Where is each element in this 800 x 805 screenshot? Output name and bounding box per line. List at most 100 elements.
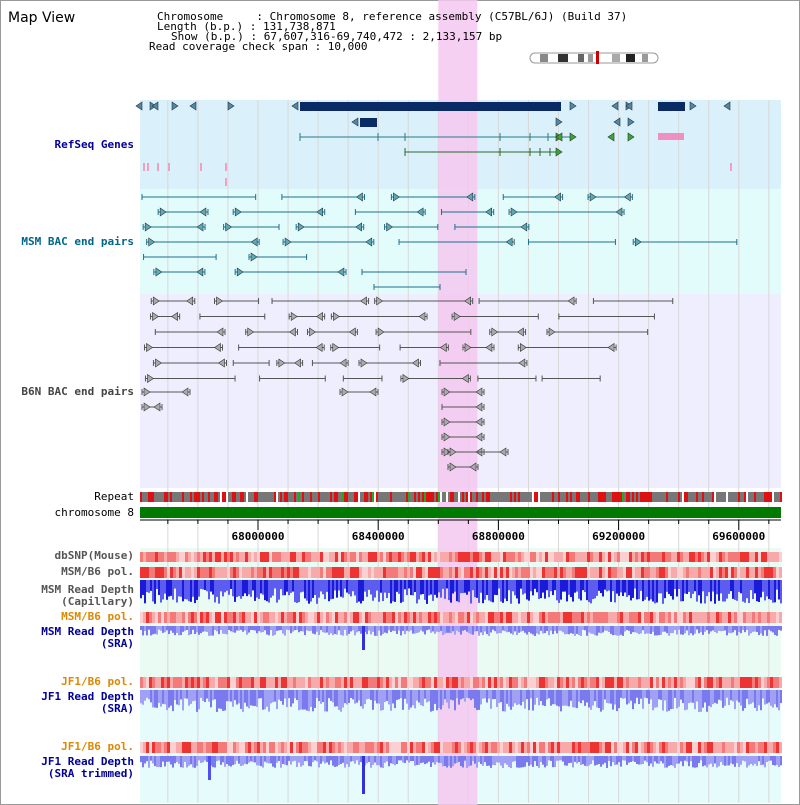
label-msm-b6-pol-1: MSM/B6 pol. — [61, 565, 134, 578]
msm-depth-cap-bar — [470, 580, 472, 604]
msm-b6-pol2-cell — [344, 612, 347, 623]
msm-depth-sra-bar — [458, 626, 460, 633]
feature-arrow — [517, 327, 524, 337]
msm-b6-pol-cell — [245, 567, 248, 578]
jf1-depth-sra-bar — [706, 690, 708, 712]
jf1-depth-trim-bar — [306, 756, 308, 762]
jf1-depth-trim-bar — [526, 756, 528, 763]
msm-depth-cap-bar — [606, 580, 608, 592]
jf1-depth-trim-bar — [584, 756, 586, 766]
msm-b6-pol-cell — [602, 567, 605, 578]
msm-b6-pol-cell — [743, 567, 746, 578]
jf1-depth-sra-bar — [744, 690, 746, 709]
msm-depth-cap-bar — [662, 580, 664, 604]
jf1-depth-sra-bar — [194, 690, 196, 701]
msm-depth-sra-bar — [520, 626, 522, 632]
jf1-depth-sra-bar — [622, 690, 624, 699]
b6n-bac-track[interactable] — [141, 296, 674, 472]
msm-bac-track[interactable] — [141, 192, 738, 290]
msm-depth-sra-bar — [744, 626, 746, 633]
msm-b6-pol-cell — [140, 567, 143, 578]
msm-b6-pol2-cell — [737, 612, 740, 623]
msm-b6-pol-cell — [578, 567, 581, 578]
label-msm-bac[interactable]: MSM BAC end pairs — [21, 235, 134, 248]
repeat-segment — [768, 492, 770, 502]
jf1-b6-pol-cell — [683, 677, 686, 688]
jf1-b6-pol2-cell — [338, 742, 341, 753]
msm-depth-sra-bar — [754, 626, 756, 632]
jf1-depth-sra-bar — [418, 690, 420, 703]
jf1-depth-sra-bar — [722, 690, 724, 708]
msm-b6-pol-cell — [524, 567, 527, 578]
jf1-depth-trim-bar — [358, 756, 360, 765]
jf1-depth-trim-bar — [532, 756, 534, 767]
refseq-genes-track[interactable] — [135, 101, 732, 186]
msm-depth-cap-bar — [482, 580, 484, 604]
jf1-depth-trim-bar — [592, 756, 594, 761]
dbsnp-cell — [320, 552, 323, 562]
label-b6n-bac[interactable]: B6N BAC end pairs — [21, 385, 134, 398]
jf1-depth-trim-bar — [468, 756, 470, 767]
msm-depth-cap-bar — [146, 580, 148, 593]
msm-b6-pol-cell — [545, 567, 548, 578]
repeat-segment — [284, 492, 286, 502]
feature-arrow — [464, 342, 472, 353]
jf1-b6-pol-cell — [539, 677, 542, 688]
jf1-depth-trim-bar — [418, 756, 420, 765]
jf1-depth-sra-bar — [412, 690, 414, 706]
msm-depth-cap-bar — [588, 580, 590, 603]
feature-arrow — [485, 342, 493, 353]
msm-depth-sra-bar — [682, 626, 684, 635]
jf1-depth-sra-bar — [200, 690, 202, 698]
repeat-segment — [620, 492, 622, 502]
msm-depth-cap-bar — [178, 580, 180, 597]
msm-b6-pol2-cell — [536, 612, 539, 623]
msm-b6-pol-cell — [164, 567, 167, 578]
msm-depth-cap-bar — [652, 580, 654, 602]
msm-depth-cap-bar — [764, 580, 766, 601]
dbsnp-cell — [263, 552, 266, 562]
jf1-depth-sra-bar — [526, 690, 528, 700]
msm-depth-sra-bar — [380, 626, 382, 636]
jf1-b6-pol2-cell — [494, 742, 497, 753]
jf1-depth-trim-bar — [412, 756, 414, 761]
chromosome-ideogram[interactable] — [529, 51, 659, 64]
jf1-depth-trim-bar — [200, 756, 202, 763]
label-refseq-genes[interactable]: RefSeq Genes — [54, 138, 134, 151]
jf1-depth-sra-bar — [476, 690, 478, 711]
msm-depth-sra-bar — [664, 626, 666, 632]
msm-depth-sra-bar — [452, 626, 454, 632]
msm-b6-pol-cell — [254, 567, 257, 578]
jf1-b6-pol2-cell — [590, 742, 593, 753]
dbsnp-cell — [317, 552, 320, 562]
dbsnp-cell — [743, 552, 746, 562]
msm-depth-sra-bar — [494, 626, 496, 632]
msm-b6-pol-cell — [647, 567, 650, 578]
msm-depth-cap-bar — [698, 580, 700, 596]
msm-b6-pol2-cell — [341, 612, 344, 623]
msm-depth-cap-bar — [160, 580, 162, 603]
jf1-depth-sra-bar — [574, 690, 576, 708]
jf1-depth-trim-bar — [752, 756, 754, 766]
msm-b6-pol-cell — [290, 567, 293, 578]
repeat-segment — [216, 492, 218, 502]
jf1-b6-pol-cell — [509, 677, 512, 688]
jf1-b6-pol-cell — [143, 677, 146, 688]
jf1-depth-sra-bar — [356, 690, 358, 703]
jf1-depth-sra-bar — [436, 690, 438, 711]
repeat-segment — [208, 492, 210, 502]
msm-b6-pol2-cell — [299, 612, 302, 623]
jf1-depth-sra-bar — [738, 690, 740, 703]
msm-depth-sra-bar — [256, 626, 258, 634]
jf1-depth-sra-bar — [262, 690, 264, 710]
msm-b6-pol2-cell — [395, 612, 398, 623]
msm-b6-pol2-cell — [596, 612, 599, 623]
jf1-b6-pol2-cell — [629, 742, 632, 753]
msm-b6-pol2-cell — [695, 612, 698, 623]
msm-b6-pol2-cell — [290, 612, 293, 623]
label-jf1-b6-pol-2: JF1/B6 pol. — [61, 740, 134, 753]
msm-depth-sra-bar — [160, 626, 162, 631]
jf1-b6-pol2-cell — [323, 742, 326, 753]
jf1-b6-pol2-cell — [458, 742, 461, 753]
